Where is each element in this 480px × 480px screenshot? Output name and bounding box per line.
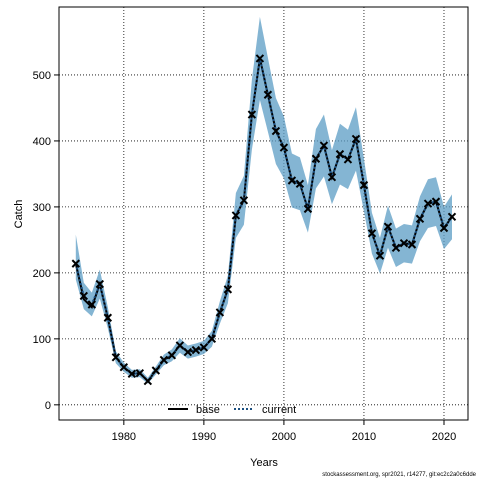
point-marker <box>359 180 369 190</box>
legend-label: current <box>262 404 296 416</box>
point-marker <box>263 90 273 99</box>
y-tick-label: 0 <box>45 400 51 412</box>
point-marker <box>151 366 161 375</box>
point-marker <box>327 173 337 182</box>
x-tick-label: 1990 <box>192 431 216 443</box>
point-marker <box>303 204 313 214</box>
point-marker <box>271 126 281 136</box>
y-tick-label: 500 <box>33 70 51 82</box>
point-marker <box>191 345 201 355</box>
point-marker <box>71 259 81 268</box>
y-tick-label: 200 <box>33 268 51 280</box>
point-marker <box>447 212 457 222</box>
point-marker <box>367 229 377 238</box>
point-marker <box>183 347 193 357</box>
point-marker <box>279 143 289 152</box>
point-marker <box>383 222 393 231</box>
point-marker <box>143 376 153 386</box>
plot-frame <box>58 6 469 421</box>
x-tick-label: 1980 <box>112 431 136 443</box>
point-marker <box>239 196 249 205</box>
point-marker <box>343 155 353 164</box>
point-marker <box>431 197 441 206</box>
x-tick-label: 2020 <box>432 431 456 443</box>
point-marker <box>215 308 225 317</box>
point-marker <box>335 149 345 159</box>
point-marker <box>415 214 425 223</box>
y-tick-label: 400 <box>33 136 51 148</box>
point-marker <box>119 363 129 372</box>
y-tick-label: 100 <box>33 334 51 346</box>
y-tick-label: 300 <box>33 202 51 214</box>
point-marker <box>175 341 185 350</box>
point-marker <box>127 369 137 379</box>
footnote: stockassessment.org, spr2021, r14277, gi… <box>322 472 476 478</box>
point-marker <box>111 353 121 362</box>
point-marker <box>311 154 321 163</box>
point-marker <box>423 199 433 208</box>
point-marker <box>135 368 145 378</box>
point-marker <box>439 223 449 233</box>
point-marker <box>247 110 257 119</box>
point-marker <box>223 285 233 294</box>
point-marker <box>255 54 265 63</box>
point-marker <box>287 176 297 185</box>
x-axis-label: Years <box>250 457 278 469</box>
point-marker <box>79 291 89 301</box>
x-tick-label: 2000 <box>272 431 296 443</box>
series-line <box>74 58 453 383</box>
point-marker <box>231 211 241 220</box>
point-marker <box>399 238 409 248</box>
point-marker <box>207 334 217 344</box>
point-marker <box>103 313 113 322</box>
point-marker <box>319 141 329 150</box>
point-marker <box>351 134 361 144</box>
point-marker <box>199 343 209 352</box>
legend-label: base <box>196 404 220 416</box>
y-axis-label: Catch <box>13 200 25 229</box>
point-marker <box>87 300 97 309</box>
point-marker <box>167 351 177 360</box>
point-marker <box>159 355 169 365</box>
point-marker <box>295 179 305 189</box>
x-tick-label: 2010 <box>352 431 376 443</box>
confidence-band <box>75 16 452 384</box>
point-marker <box>375 251 385 260</box>
point-marker <box>391 243 401 253</box>
point-marker <box>95 279 105 289</box>
point-marker <box>407 240 417 249</box>
